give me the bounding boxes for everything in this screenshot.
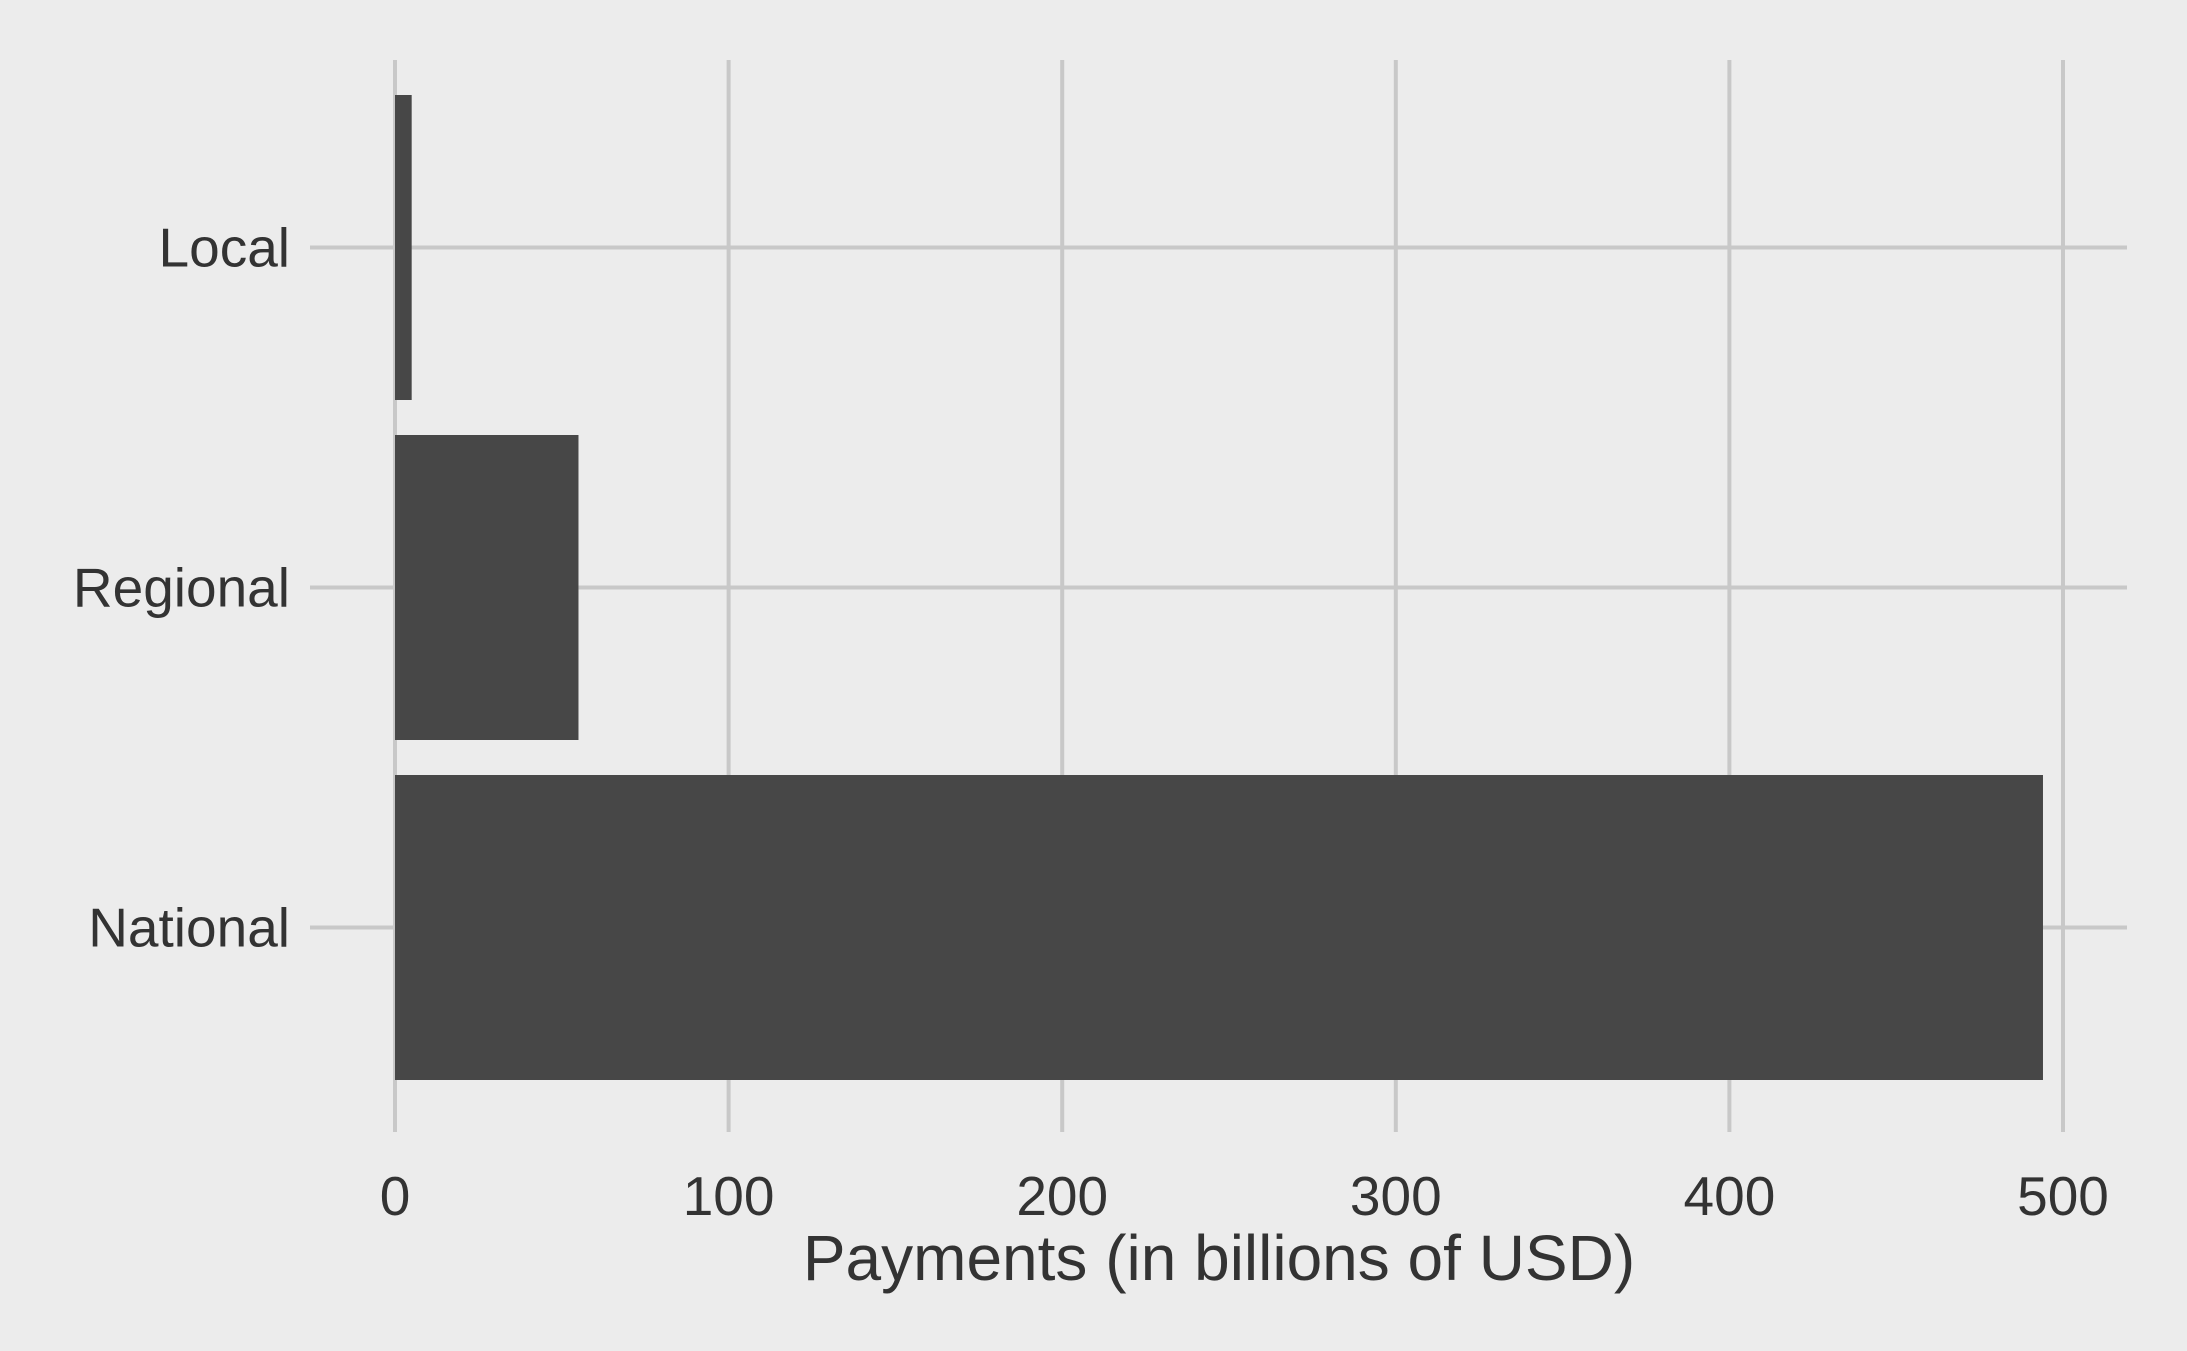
y-tick-label-national: National	[88, 897, 290, 959]
x-tick-label: 300	[1350, 1165, 1442, 1227]
x-tick-label: 0	[380, 1165, 411, 1227]
x-tick-label: 100	[683, 1165, 775, 1227]
bars	[395, 95, 2043, 1080]
bar-regional	[395, 435, 579, 740]
x-axis-title: Payments (in billions of USD)	[803, 1222, 1635, 1294]
y-axis-tick-labels: Local Regional National	[73, 217, 290, 959]
y-tick-label-local: Local	[159, 217, 290, 279]
y-tick-label-regional: Regional	[73, 557, 290, 619]
bar-local	[395, 95, 412, 400]
x-tick-label: 200	[1016, 1165, 1108, 1227]
bar-national	[395, 775, 2043, 1080]
x-tick-label: 400	[1684, 1165, 1776, 1227]
x-axis-tick-labels: 0 100 200 300 400 500	[380, 1165, 2109, 1227]
x-tick-label: 500	[2017, 1165, 2109, 1227]
